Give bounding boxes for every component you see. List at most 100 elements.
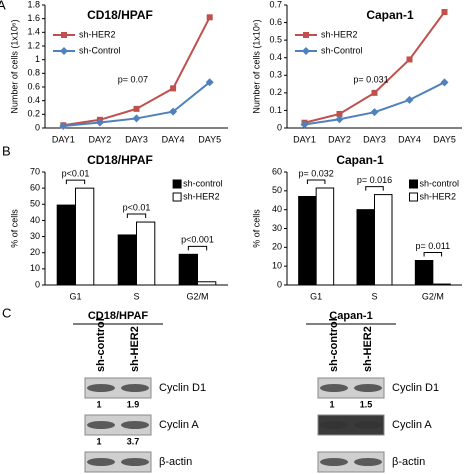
y-tick-label: 1 (35, 54, 40, 64)
chart-title: CD18/HPAF (87, 8, 153, 22)
blot-band (121, 384, 149, 392)
x-tick-label: DAY5 (198, 134, 221, 144)
blot-band (354, 458, 382, 466)
y-axis-label: % of cells (251, 209, 261, 248)
blot-title: CD18/HPAF (88, 310, 149, 322)
point (59, 121, 68, 130)
point (206, 14, 213, 21)
x-tick-label: S (133, 291, 139, 301)
legend-marker (302, 47, 310, 55)
blot-band (354, 384, 382, 392)
bar (56, 204, 76, 286)
y-tick-label: 20 (272, 242, 282, 252)
point (205, 78, 214, 87)
bar (136, 221, 156, 286)
y-tick-label: 0.7 (269, 0, 282, 9)
y-tick-label: 50 (272, 185, 282, 195)
panel-label: A (0, 0, 6, 12)
legend-marker (60, 47, 68, 55)
bracket (306, 179, 326, 185)
point (405, 95, 414, 104)
legend-label: sh-HER2 (321, 29, 358, 39)
bar (197, 281, 217, 286)
y-tick-label: 0.5 (269, 35, 282, 45)
y-tick-label: 10 (30, 263, 40, 273)
p-value: p= 0.011 (416, 241, 451, 251)
y-tick-label: 0.6 (269, 17, 282, 27)
bracket (126, 213, 147, 219)
blot-band (121, 458, 149, 466)
y-axis-label: Number of cells (1x10⁶) (9, 19, 19, 113)
legend-swatch (409, 192, 418, 202)
legend-label: sh-HER2 (183, 191, 220, 201)
band-value: 1 (329, 399, 334, 409)
band-value: 1.5 (360, 399, 373, 409)
y-tick-label: 20 (30, 247, 40, 257)
blot-band (320, 421, 348, 429)
blot-band (121, 421, 149, 429)
point (169, 107, 178, 116)
legend-swatch (172, 179, 182, 189)
lane-label: sh-control (328, 318, 340, 372)
y-tick-label: 60 (30, 183, 40, 193)
legend-label: sh-control (420, 178, 460, 188)
row-label: Cyclin D1 (392, 382, 439, 394)
y-tick-label: 0 (277, 279, 282, 289)
legend-swatch (409, 179, 418, 189)
y-tick-label: 70 (30, 166, 40, 176)
y-tick-label: 0 (35, 122, 40, 132)
blot-strip (84, 377, 152, 399)
y-tick-label: 40 (272, 204, 282, 214)
blot-strip (317, 377, 385, 399)
x-tick-label: G2/M (186, 291, 208, 301)
x-tick-label: DAY4 (162, 134, 185, 144)
bar (432, 283, 451, 286)
blot-band (87, 384, 115, 392)
x-tick-label: G2/M (422, 291, 444, 301)
y-axis-label: % of cells (9, 209, 19, 248)
point (440, 78, 449, 87)
y-tick-label: 30 (30, 231, 40, 241)
panel-label: B (2, 143, 11, 158)
y-tick-label: 0 (35, 279, 40, 289)
chart-title: CD18/HPAF (87, 153, 153, 167)
bar (414, 260, 434, 286)
point (335, 115, 344, 124)
x-tick-label: G1 (310, 291, 322, 301)
y-tick-label: 60 (272, 166, 282, 176)
y-tick-label: 40 (30, 215, 40, 225)
x-tick-label: DAY3 (125, 134, 148, 144)
y-tick-label: 30 (272, 223, 282, 233)
blot-strip (317, 414, 385, 436)
x-tick-label: S (371, 291, 377, 301)
y-tick-label: 0.6 (27, 81, 40, 91)
x-tick-label: DAY2 (88, 134, 111, 144)
bar (298, 195, 317, 286)
y-tick-label: 0.4 (27, 95, 40, 105)
band-value: 1 (96, 399, 101, 409)
x-tick-label: DAY4 (398, 134, 421, 144)
y-tick-label: 1.2 (27, 40, 40, 50)
legend-label: sh-HER2 (79, 29, 116, 39)
x-tick-label: G1 (69, 291, 81, 301)
chart-title: Capan-1 (336, 153, 384, 167)
x-tick-label: DAY1 (293, 134, 316, 144)
y-axis-label: Number of cells (1x10⁶) (251, 19, 261, 113)
annotation: p= 0.07 (118, 74, 148, 84)
x-tick-label: DAY2 (328, 134, 351, 144)
y-tick-label: 0.4 (269, 52, 282, 62)
y-tick-label: 1.8 (27, 0, 40, 9)
legend-marker (61, 32, 67, 38)
p-value: p<0.01 (62, 169, 90, 179)
band-value: 3.7 (127, 436, 140, 446)
point (300, 120, 309, 129)
point (95, 118, 104, 127)
legend-label: sh-Control (79, 45, 121, 55)
p-value: p<0.01 (123, 202, 151, 212)
lane-label: sh-control (95, 318, 107, 372)
bar (315, 187, 335, 286)
row-label: β-actin (392, 456, 425, 468)
p-value: p= 0.032 (299, 168, 334, 178)
legend-swatch (172, 192, 182, 202)
legend-label: sh-control (183, 178, 223, 188)
